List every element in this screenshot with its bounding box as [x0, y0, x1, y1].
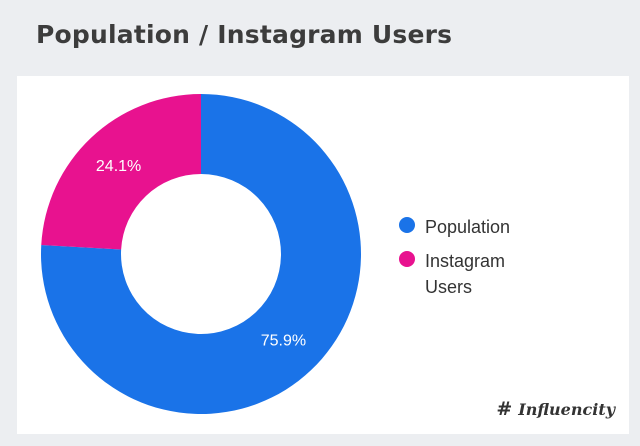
legend-swatch-instagram-users	[399, 251, 415, 267]
legend-label: Population	[425, 217, 511, 237]
hash-icon: #	[496, 398, 513, 420]
slice-data-label: 75.9%	[261, 332, 306, 349]
slice-data-label: 24.1%	[96, 158, 141, 175]
donut-chart: 75.9% 24.1%	[41, 94, 361, 414]
brand-logo: # Influencity	[496, 398, 615, 420]
donut-slice-instagram-users[interactable]	[41, 94, 201, 250]
donut-slices	[41, 94, 361, 414]
brand-logo-text: Influencity	[518, 399, 615, 419]
chart-legend: Population Instagram Users	[399, 214, 545, 308]
chart-card: 75.9% 24.1% Population Instagram Users # …	[17, 76, 629, 434]
legend-item-population[interactable]: Population	[399, 214, 545, 240]
legend-label: Instagram Users	[425, 251, 506, 297]
legend-swatch-population	[399, 217, 415, 233]
donut-slice-population[interactable]	[41, 94, 361, 414]
legend-item-instagram-users[interactable]: Instagram Users	[399, 248, 545, 300]
donut-slice-labels: 75.9% 24.1%	[96, 158, 306, 349]
page-title: Population / Instagram Users	[36, 20, 453, 49]
